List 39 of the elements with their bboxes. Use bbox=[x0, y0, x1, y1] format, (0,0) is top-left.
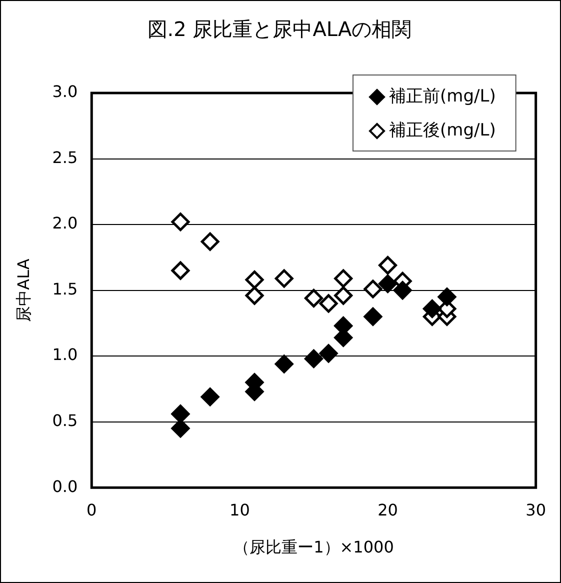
point bbox=[364, 280, 382, 298]
point bbox=[334, 269, 353, 288]
x-tick-label: 20 bbox=[378, 500, 398, 520]
x-axis-title: （尿比重ー1）×1000 bbox=[234, 538, 394, 557]
point bbox=[171, 261, 190, 280]
point bbox=[200, 232, 220, 251]
chart-title: 図.2 尿比重と尿中ALAの相関 bbox=[147, 17, 412, 42]
point bbox=[319, 294, 338, 313]
point bbox=[274, 269, 294, 288]
point bbox=[364, 307, 382, 326]
legend-label: 補正後(mg/L) bbox=[389, 120, 496, 140]
point bbox=[171, 212, 190, 232]
x-tick-label: 0 bbox=[86, 500, 97, 520]
point bbox=[378, 256, 398, 275]
point bbox=[245, 286, 264, 305]
point bbox=[334, 286, 353, 305]
y-tick-label: 0.0 bbox=[52, 476, 78, 496]
y-tick-label: 3.0 bbox=[52, 82, 78, 102]
x-tick-label: 30 bbox=[526, 500, 546, 520]
point bbox=[319, 344, 338, 363]
point bbox=[304, 349, 323, 368]
point bbox=[274, 354, 294, 374]
point bbox=[438, 288, 456, 306]
y-tick-label: 0.5 bbox=[52, 410, 78, 430]
point bbox=[422, 299, 442, 318]
y-tick-label: 1.0 bbox=[52, 345, 78, 364]
point bbox=[171, 419, 190, 438]
y-axis-title: 尿中ALA bbox=[14, 258, 33, 322]
point bbox=[393, 281, 412, 300]
point bbox=[304, 288, 323, 308]
y-tick-label: 2.5 bbox=[52, 148, 78, 167]
point bbox=[171, 404, 190, 424]
point bbox=[378, 274, 398, 293]
point bbox=[245, 270, 264, 290]
x-tick-label: 10 bbox=[230, 500, 250, 520]
legend-label: 補正前(mg/L) bbox=[389, 86, 496, 106]
y-tick-label: 1.5 bbox=[52, 279, 78, 298]
point bbox=[200, 388, 220, 406]
y-tick-label: 2.0 bbox=[52, 214, 78, 233]
